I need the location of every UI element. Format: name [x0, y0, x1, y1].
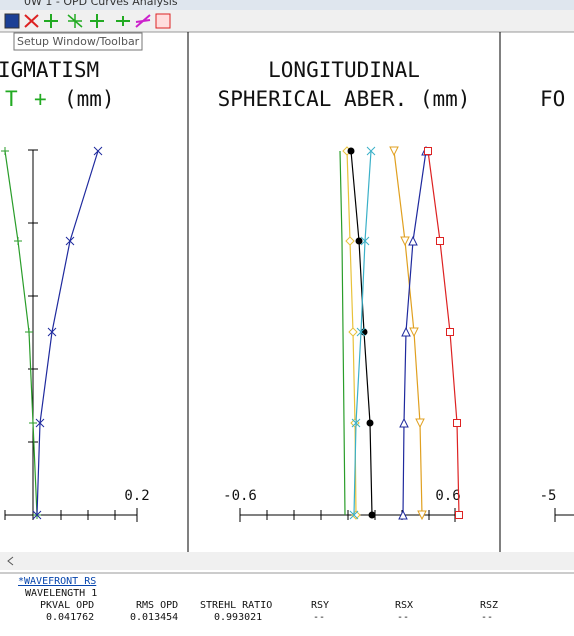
tool-button[interactable] — [67, 14, 83, 28]
marker — [453, 419, 461, 427]
tool-button[interactable] — [135, 14, 151, 28]
marker — [1, 147, 9, 155]
col-header: RSY — [311, 600, 329, 611]
marker — [415, 418, 425, 429]
toolbar-buttons[interactable] — [4, 13, 171, 29]
axis-label: 0.2 — [124, 488, 149, 504]
col-header: RSX — [395, 600, 413, 611]
panel-subtitle: SPHERICAL ABER. (mm) — [218, 87, 471, 111]
tool-button[interactable] — [155, 13, 171, 29]
axis-label: -0.6 — [223, 488, 257, 504]
axis-label: -5 — [540, 488, 557, 504]
marker — [93, 146, 103, 156]
marker — [408, 235, 418, 246]
axes — [5, 150, 574, 522]
marker — [14, 237, 22, 245]
curve — [427, 150, 460, 516]
col-header: RSZ — [480, 600, 498, 611]
ticks — [4, 149, 430, 520]
marker — [424, 147, 432, 155]
tool-button[interactable] — [24, 14, 39, 28]
output-line: WAVELENGTH 1 — [25, 588, 97, 599]
marker — [350, 418, 360, 428]
panel-title: IGMATISM — [0, 58, 99, 82]
marker — [360, 236, 370, 246]
col-header: RMS OPD — [136, 600, 178, 611]
unit: (mm) — [64, 87, 115, 111]
title-bar — [0, 0, 574, 10]
marker — [347, 147, 355, 155]
curves — [1, 145, 463, 521]
cell: 0.041762 — [46, 612, 94, 623]
curve — [36, 150, 99, 516]
tooltip — [13, 32, 143, 51]
marker — [349, 510, 359, 520]
marker — [398, 509, 408, 520]
tool-button[interactable] — [44, 14, 58, 28]
marker — [446, 328, 454, 336]
window-title: 0W 1 - OPD Curves Analysis — [24, 0, 178, 8]
marker — [32, 510, 42, 520]
col-header: STREHL RATIO — [200, 600, 272, 611]
marker — [409, 327, 419, 338]
marker — [399, 417, 409, 428]
legend-t: T — [5, 87, 18, 111]
marker — [436, 237, 444, 245]
marker — [47, 327, 57, 337]
marker — [368, 511, 376, 519]
marker — [366, 419, 374, 427]
marker — [400, 236, 410, 247]
scroll-left[interactable] — [7, 556, 14, 566]
marker — [401, 326, 411, 337]
marker — [35, 418, 45, 428]
marker — [351, 510, 361, 520]
marker — [348, 327, 358, 337]
panel-title: FO — [540, 87, 565, 111]
marker — [417, 510, 427, 521]
scrollbar[interactable] — [0, 552, 574, 570]
marker — [389, 146, 399, 157]
marker — [355, 237, 363, 245]
marker — [25, 328, 33, 336]
marker — [351, 418, 361, 428]
curve — [4, 150, 38, 516]
toolbar — [0, 10, 574, 32]
legend-plus: + — [34, 87, 47, 111]
curve — [339, 150, 346, 516]
marker — [29, 419, 37, 427]
cell: -- — [313, 612, 325, 623]
tool-button[interactable] — [4, 13, 20, 29]
cell: 0.013454 — [130, 612, 178, 623]
col-header: PKVAL OPD — [40, 600, 94, 611]
tooltip-text: Setup Window/Toolbar — [17, 35, 140, 48]
link[interactable]: *WAVEFRONT RS — [18, 576, 96, 587]
cell: -- — [481, 612, 493, 623]
tool-button[interactable] — [90, 14, 104, 28]
marker — [345, 236, 355, 246]
cell: -- — [397, 612, 409, 623]
marker — [65, 236, 75, 246]
marker — [356, 327, 366, 337]
cell: 0.993021 — [214, 612, 262, 623]
marker — [455, 511, 463, 519]
marker — [366, 146, 376, 156]
tool-button[interactable] — [116, 16, 130, 26]
axis-label: 0.6 — [435, 488, 460, 504]
panel-title: LONGITUDINAL — [268, 58, 420, 82]
